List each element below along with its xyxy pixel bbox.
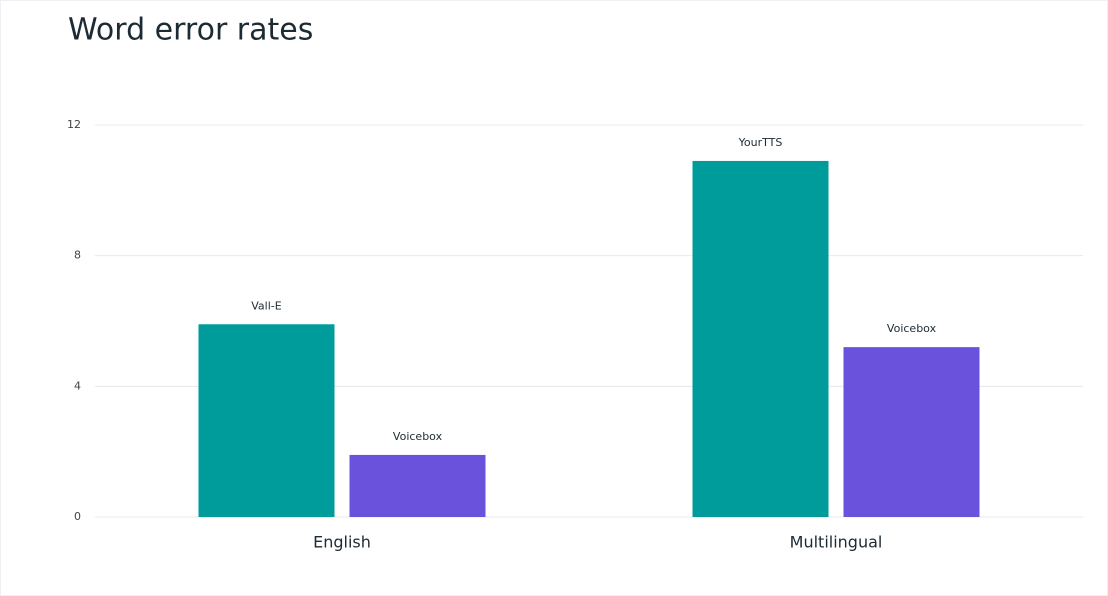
bar xyxy=(349,454,486,517)
bar-label: Vall-E xyxy=(251,299,281,312)
y-tick-label: 0 xyxy=(74,510,81,523)
bar-label: YourTTS xyxy=(738,136,783,149)
chart-title: Word error rates xyxy=(68,13,313,48)
bar-label: Voicebox xyxy=(887,322,937,335)
x-tick-label: English xyxy=(313,533,371,552)
bar xyxy=(692,160,829,517)
bar xyxy=(843,347,980,517)
y-tick-label: 12 xyxy=(67,118,81,131)
x-tick-label: Multilingual xyxy=(790,533,883,552)
y-tick-label: 8 xyxy=(74,249,81,262)
bar-label: Voicebox xyxy=(393,430,443,443)
bar xyxy=(198,324,335,517)
y-tick-label: 4 xyxy=(74,379,81,392)
